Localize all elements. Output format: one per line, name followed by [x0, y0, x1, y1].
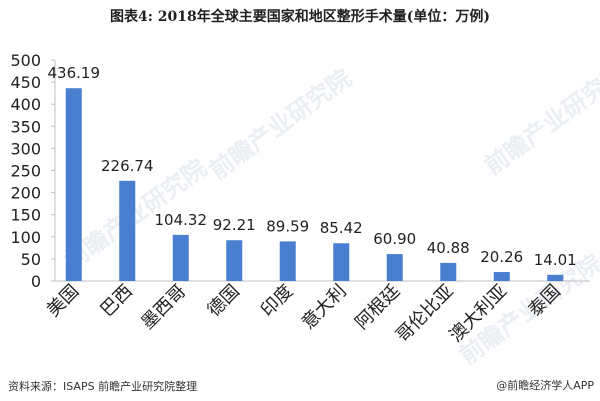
bar — [333, 243, 350, 281]
x-tick-label: 印度 — [257, 281, 297, 321]
bar — [279, 241, 296, 281]
data-label: 104.32 — [155, 211, 208, 229]
y-tick-label: 100 — [10, 228, 41, 247]
x-tick-label: 墨西哥 — [137, 281, 190, 334]
data-label: 40.88 — [427, 239, 470, 257]
bar — [386, 254, 403, 281]
y-axis: 0 50 100 150 200 250 300 350 400 450 500 — [10, 51, 590, 291]
bar — [547, 274, 564, 281]
y-tick-label: 500 — [10, 51, 41, 70]
data-label: 436.19 — [48, 64, 101, 82]
data-label: 226.74 — [101, 157, 154, 175]
y-tick-label: 50 — [21, 250, 41, 269]
y-tick-label: 450 — [10, 73, 41, 92]
value-labels-group: 436.19 226.74 104.32 92.21 89.59 85.42 60.90 40… — [48, 64, 577, 269]
y-tick-label: 350 — [10, 117, 41, 136]
data-label: 60.90 — [373, 230, 416, 248]
bar — [119, 180, 136, 281]
x-tick-label: 美国 — [43, 281, 83, 321]
x-tick-label: 意大利 — [298, 281, 351, 334]
data-label: 14.01 — [534, 251, 577, 269]
bar — [65, 88, 82, 282]
data-label: 92.21 — [213, 216, 256, 234]
x-tick-label: 澳大利亚 — [446, 281, 512, 347]
x-tick-label: 巴西 — [96, 281, 136, 321]
chart-title: 图表4: 2018年全球主要国家和地区整形手术量(单位：万例) — [110, 9, 490, 25]
data-label: 20.26 — [480, 248, 523, 266]
source-note: 资料来源：ISAPS 前瞻产业研究院整理 — [8, 380, 198, 393]
y-tick-label: 150 — [10, 206, 41, 225]
data-label: 89.59 — [266, 217, 309, 235]
y-tick-label: 300 — [10, 139, 41, 158]
bar — [226, 240, 243, 281]
bar — [172, 234, 189, 281]
x-tick-label: 泰国 — [524, 281, 564, 321]
y-tick-label: 400 — [10, 95, 41, 114]
y-tick-label: 200 — [10, 184, 41, 203]
x-tick-label: 德国 — [203, 281, 243, 321]
bars-group — [65, 88, 564, 282]
x-tick-label: 阿根廷 — [351, 281, 404, 334]
bar — [440, 262, 457, 281]
brand-label: @前瞻经济学人APP — [496, 379, 594, 392]
data-label: 85.42 — [320, 219, 363, 237]
bar — [493, 272, 510, 281]
y-tick-label: 250 — [10, 162, 41, 181]
y-tick-label: 0 — [31, 272, 41, 291]
x-tick-label: 哥伦比亚 — [392, 281, 458, 347]
